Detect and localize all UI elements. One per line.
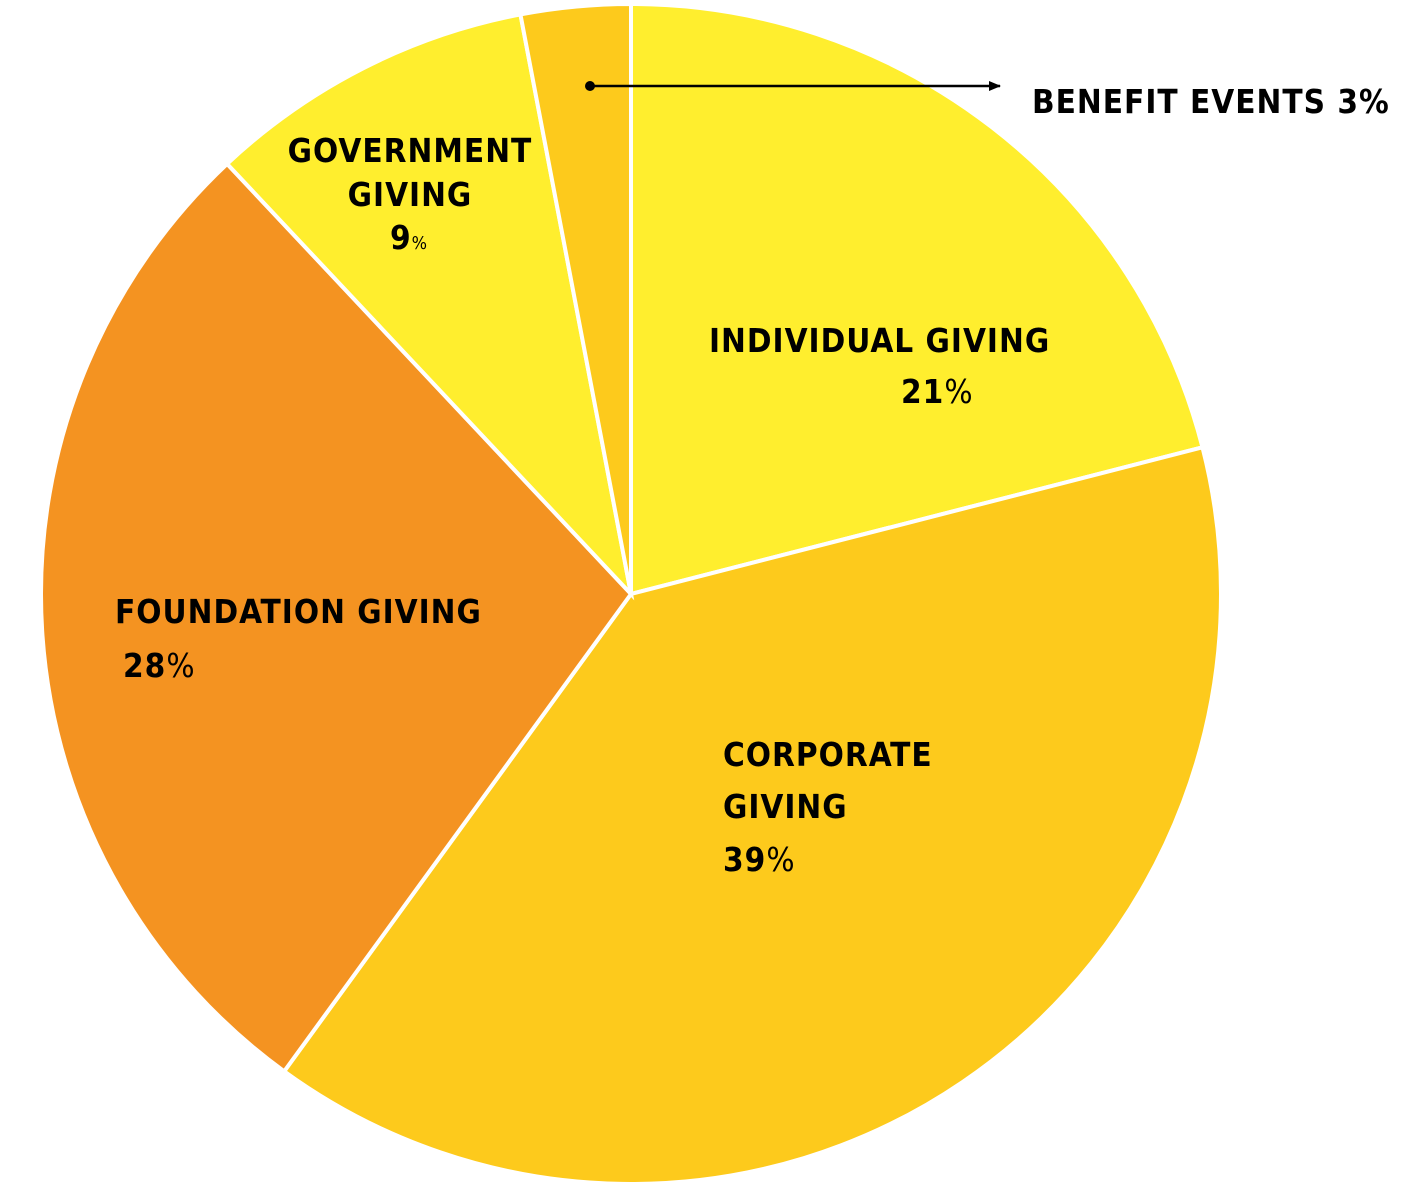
pie-slice-foundation-giving bbox=[39, 161, 634, 1075]
pie-callouts: BENEFIT EVENTS 3% bbox=[585, 81, 1390, 121]
slice-label-corporate-giving-line-1: CORPORATE bbox=[723, 735, 933, 774]
slice-percent-government-giving: 9% bbox=[390, 218, 428, 257]
slice-label-corporate-giving-line-2: GIVING bbox=[723, 787, 848, 826]
pie-slices bbox=[39, 1, 1223, 1186]
slice-percent-individual-giving: 21% bbox=[901, 372, 974, 411]
callout-label-benefit-events: BENEFIT EVENTS 3% bbox=[1032, 82, 1390, 121]
slice-label-individual-giving: INDIVIDUAL GIVING bbox=[709, 321, 1050, 360]
slice-label-government-giving-line-1: GOVERNMENT bbox=[288, 131, 533, 170]
slice-label-government-giving-line-2: GIVING bbox=[348, 175, 473, 214]
pie-slice-individual-giving bbox=[629, 1, 1205, 597]
pie-slice-corporate-giving bbox=[281, 444, 1223, 1186]
slice-percent-foundation-giving: 28% bbox=[123, 646, 196, 685]
pie-slice-benefit-events bbox=[518, 1, 633, 595]
pie-slice-government-giving bbox=[224, 12, 635, 601]
slice-percent-corporate-giving: 39% bbox=[723, 840, 796, 879]
slice-label-foundation-giving: FOUNDATION GIVING bbox=[115, 592, 482, 631]
pie-labels: INDIVIDUAL GIVING 21% CORPORATE GIVING 39% FO… bbox=[115, 131, 1050, 879]
